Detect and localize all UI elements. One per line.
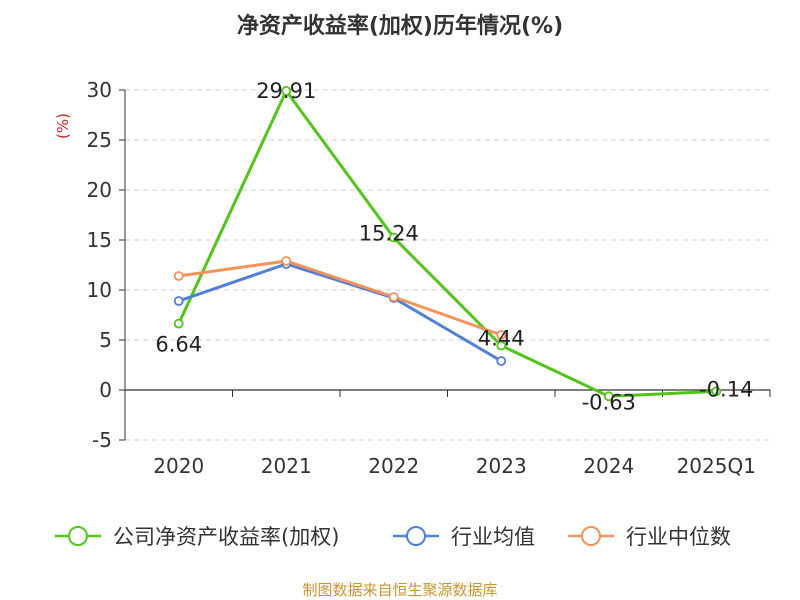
data-point (496, 340, 507, 351)
y-tick-label: 10 (87, 278, 112, 302)
x-tick-label: 2021 (261, 454, 312, 478)
x-tick-label: 2022 (368, 454, 419, 478)
data-point (173, 271, 184, 281)
series-lines (173, 86, 722, 402)
y-tick-label: 5 (99, 328, 112, 352)
series-line-1 (178, 262, 503, 363)
y-axis-ticks: -5 0 5 10 15 20 25 30 (87, 78, 126, 452)
data-label: -0.14 (699, 377, 753, 401)
x-tick-label: 2020 (153, 454, 204, 478)
y-tick-label: 30 (87, 78, 112, 102)
data-point (173, 296, 184, 306)
data-label: 29.91 (256, 79, 316, 103)
y-tick-label: 25 (87, 128, 112, 152)
x-tick-label: 2023 (476, 454, 527, 478)
y-tick-label: 0 (99, 378, 112, 402)
x-tick-label: 2025Q1 (677, 454, 756, 478)
legend-marker (581, 526, 601, 546)
data-point (711, 386, 722, 397)
data-label: 6.64 (155, 333, 202, 357)
legend-label: 行业中位数 (626, 525, 731, 549)
data-point (603, 391, 614, 402)
series-line-0 (177, 89, 717, 398)
legend: 公司净资产收益率(加权) 行业均值 行业中位数 (55, 525, 731, 549)
legend-label: 公司净资产收益率(加权) (113, 525, 339, 549)
y-axis-label: (%) (54, 113, 72, 139)
legend-marker (68, 526, 88, 546)
data-point (388, 292, 399, 302)
data-point (281, 256, 292, 266)
data-labels: 6.64 29.91 15.24 4.44 -0.63 -0.14 (155, 79, 753, 414)
series-line-2 (178, 259, 502, 337)
chart-title: 净资产收益率(加权)历年情况(%) (237, 13, 563, 39)
y-tick-label: -5 (92, 428, 112, 452)
x-tick-label: 2024 (583, 454, 634, 478)
gridlines (125, 89, 770, 441)
x-axis: 2020 2021 2022 2023 2024 2025Q1 (124, 389, 771, 478)
data-point (173, 318, 184, 329)
data-point (388, 232, 399, 243)
data-label: 15.24 (359, 222, 419, 246)
data-point (281, 86, 292, 96)
legend-marker (406, 526, 426, 546)
y-tick-label: 20 (87, 178, 112, 202)
data-label: 4.44 (478, 327, 525, 351)
source-note: 制图数据来自恒生聚源数据库 (302, 581, 497, 599)
data-point (496, 356, 507, 366)
legend-label: 行业均值 (451, 525, 535, 549)
data-point (496, 330, 507, 340)
data-label: -0.63 (582, 390, 636, 414)
y-tick-label: 15 (87, 228, 112, 252)
